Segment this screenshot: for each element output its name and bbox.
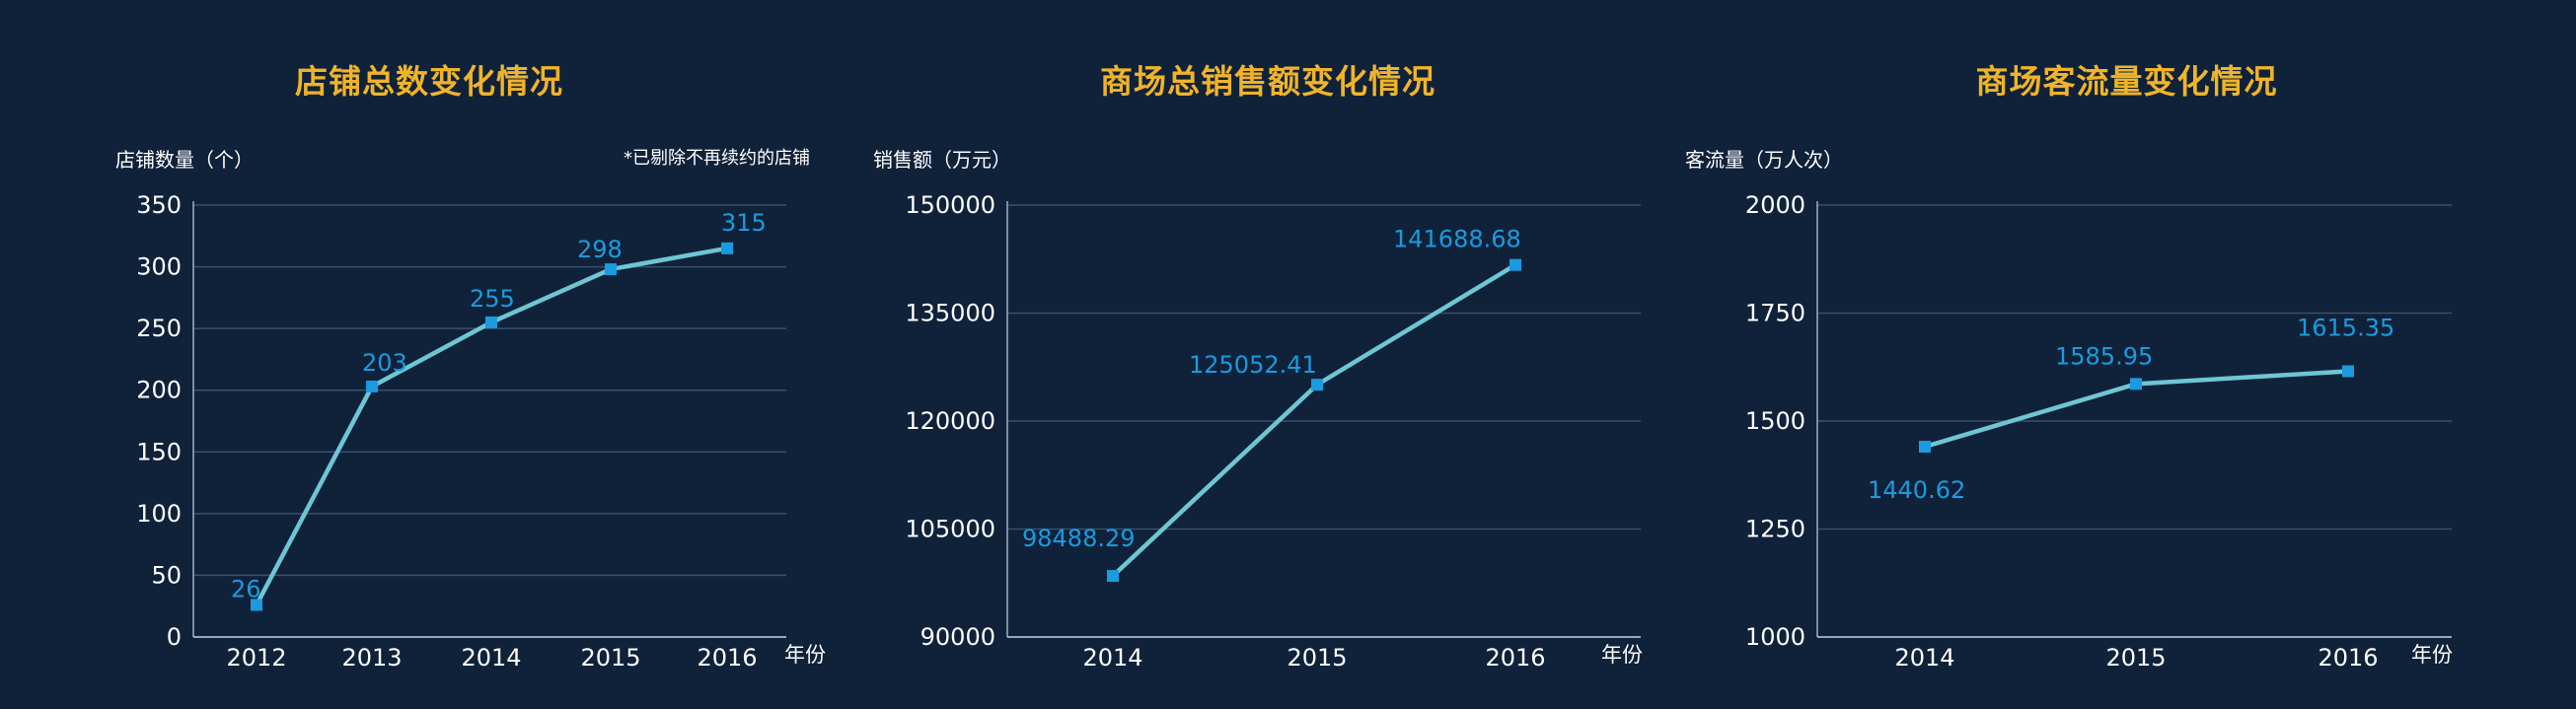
y-tick-label: 150000 xyxy=(905,191,995,219)
y-tick-label: 300 xyxy=(136,253,182,281)
x-axis-label: 年份 xyxy=(2411,643,2453,667)
y-axis-label: 店铺数量（个） xyxy=(115,148,254,172)
chart-svg: 1000 1250 1500 1750 2000 2014 2015 2016 年份 1440.6… xyxy=(1745,191,2453,672)
data-point xyxy=(2342,365,2354,378)
data-label: 125052.41 xyxy=(1189,351,1317,379)
x-tick-label: 2015 xyxy=(580,644,640,672)
data-label: 141688.68 xyxy=(1393,226,1521,253)
data-label: 1615.35 xyxy=(2297,314,2394,341)
data-label: 26 xyxy=(231,575,261,603)
x-tick-label: 2015 xyxy=(1287,644,1347,672)
y-tick-label: 150 xyxy=(136,438,182,465)
y-tick-label: 250 xyxy=(136,315,182,342)
y-tick-label: 100 xyxy=(136,500,182,528)
data-point xyxy=(485,316,497,328)
y-axis-label: 客流量（万人次） xyxy=(1685,148,1843,172)
y-tick-label: 90000 xyxy=(920,623,995,651)
data-label: 203 xyxy=(362,349,407,377)
data-label: 315 xyxy=(721,209,767,237)
x-tick-label: 2014 xyxy=(1894,644,1954,672)
y-tick-label: 1250 xyxy=(1745,516,1805,543)
data-label: 1585.95 xyxy=(2055,342,2153,370)
y-tick-label: 1500 xyxy=(1745,407,1805,435)
data-point xyxy=(1311,379,1323,391)
data-point xyxy=(1107,570,1119,583)
data-point xyxy=(605,263,617,276)
x-axis-label: 年份 xyxy=(1601,643,1643,667)
chart-note: *已剔除不再续约的店铺 xyxy=(624,148,810,169)
chart-svg: 0 50 100 150 200 250 300 350 2012 2013 2014 2015 201… xyxy=(136,191,826,672)
total-sales-chart: 商场总销售额变化情况 销售额（万元） 90000 105000 120000 1350… xyxy=(858,0,1677,709)
chart-svg: 90000 105000 120000 135000 150000 2014 2015 201… xyxy=(905,191,1643,672)
data-label: 1440.62 xyxy=(1868,476,1965,504)
data-point xyxy=(366,380,378,392)
data-point xyxy=(1919,441,1931,454)
x-tick-label: 2016 xyxy=(1485,644,1545,672)
chart-title: 商场客流量变化情况 xyxy=(1975,62,2278,101)
x-tick-label: 2014 xyxy=(1082,644,1142,672)
x-tick-label: 2012 xyxy=(226,644,286,672)
y-tick-label: 0 xyxy=(167,623,182,651)
y-tick-label: 120000 xyxy=(905,407,995,435)
y-tick-label: 200 xyxy=(136,377,182,404)
data-label: 98488.29 xyxy=(1022,525,1136,552)
y-tick-label: 50 xyxy=(151,561,182,589)
y-tick-label: 2000 xyxy=(1745,191,1805,219)
y-tick-label: 1750 xyxy=(1745,300,1805,327)
chart-title: 商场总销售额变化情况 xyxy=(1100,62,1435,101)
y-tick-label: 135000 xyxy=(905,300,995,327)
chart-title: 店铺总数变化情况 xyxy=(295,62,563,101)
y-axis-label: 销售额（万元） xyxy=(873,148,1011,172)
data-label: 255 xyxy=(470,285,515,313)
x-axis-label: 年份 xyxy=(784,643,826,667)
y-tick-label: 105000 xyxy=(905,516,995,543)
x-tick-label: 2015 xyxy=(2105,644,2166,672)
data-point xyxy=(721,242,733,254)
y-tick-label: 1000 xyxy=(1745,623,1805,651)
data-point xyxy=(2130,378,2142,390)
x-tick-label: 2014 xyxy=(461,644,521,672)
y-tick-label: 350 xyxy=(136,191,182,219)
data-label: 298 xyxy=(577,236,623,263)
x-tick-label: 2013 xyxy=(341,644,402,672)
store-count-chart: 店铺总数变化情况 店铺数量（个） *已剔除不再续约的店铺 0 50 100 150 20… xyxy=(0,0,858,709)
data-point xyxy=(1509,258,1521,271)
x-tick-label: 2016 xyxy=(697,644,757,672)
data-point xyxy=(251,599,262,611)
customer-traffic-chart: 商场客流量变化情况 客流量（万人次） 1000 1250 1500 1750 2000 2… xyxy=(1677,0,2576,709)
x-tick-label: 2016 xyxy=(2318,644,2378,672)
